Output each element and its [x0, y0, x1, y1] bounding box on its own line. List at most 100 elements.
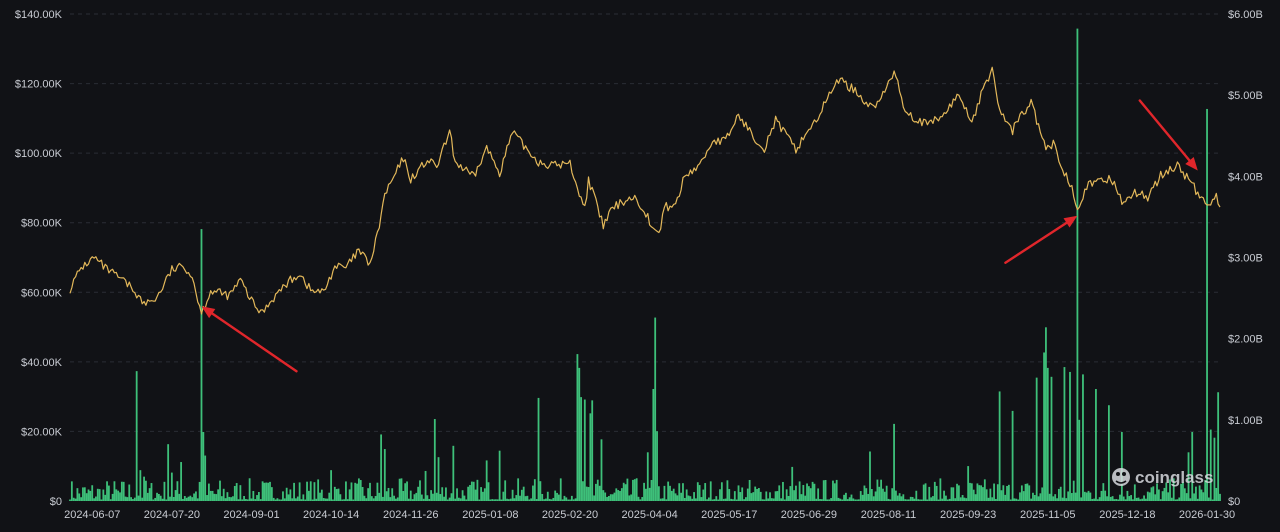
volume-bar — [700, 497, 703, 501]
volume-bar — [622, 482, 625, 501]
volume-bar — [602, 490, 605, 501]
volume-bar — [615, 488, 618, 501]
right-axis-tick-label: $3.00B — [1228, 253, 1263, 265]
volume-bar — [1009, 499, 1012, 501]
volume-bar — [565, 497, 568, 501]
volume-bar — [883, 491, 886, 501]
annotation-arrows — [201, 99, 1198, 373]
volume-bar — [646, 452, 649, 501]
x-axis-tick-labels: 2024-06-07 2024-07-20 2024-09-01 2024-10-14… — [64, 509, 1235, 521]
volume-bar — [424, 470, 427, 501]
volume-bar — [209, 490, 212, 501]
x-axis-tick-label: 2024-06-07 — [64, 509, 120, 521]
volume-bar — [554, 490, 557, 501]
volume-bar — [422, 498, 425, 501]
volume-bar — [1067, 491, 1070, 501]
volume-bar — [237, 499, 240, 501]
volume-bar — [69, 499, 71, 501]
volume-bar — [106, 481, 108, 501]
volume-bar — [91, 485, 94, 501]
volume-bar — [1198, 485, 1201, 501]
volume-bar — [1098, 497, 1101, 501]
volume-bar — [1082, 374, 1084, 501]
volume-bar — [832, 480, 834, 501]
volume-bar — [365, 498, 368, 501]
volume-bar — [435, 492, 438, 501]
volume-bar — [617, 490, 620, 501]
volume-bar — [770, 498, 773, 501]
volume-bar — [482, 491, 484, 501]
volume-bar — [791, 466, 794, 501]
volume-bar — [215, 494, 218, 501]
volume-bar — [952, 487, 955, 501]
x-axis-tick-label: 2024-07-20 — [144, 509, 200, 521]
volume-bar — [635, 478, 638, 501]
volume-bar — [613, 492, 616, 501]
volume-bar — [1148, 492, 1151, 501]
volume-bar — [550, 499, 553, 501]
volume-bar — [393, 495, 395, 501]
volume-bar — [156, 492, 158, 501]
volume-bar — [139, 470, 142, 501]
volume-bar — [906, 499, 908, 501]
volume-bar — [767, 498, 770, 501]
volume-bar — [776, 491, 779, 501]
volume-bar — [1015, 498, 1018, 501]
volume-bar — [846, 499, 849, 501]
volume-bar — [850, 494, 853, 501]
volume-bar — [733, 491, 736, 501]
volume-bar — [263, 482, 266, 501]
volume-bar — [569, 499, 571, 501]
volume-bars — [69, 28, 1221, 502]
volume-bar — [252, 490, 255, 501]
volume-bar — [985, 489, 988, 501]
volume-bar — [778, 485, 781, 501]
right-axis-tick-label: $0 — [1228, 496, 1240, 508]
volume-bar — [1057, 488, 1060, 501]
volume-bar — [474, 489, 477, 501]
volume-bar — [859, 491, 862, 501]
volume-bar — [506, 498, 508, 501]
volume-bar — [220, 496, 223, 501]
volume-bar — [839, 498, 842, 501]
volume-bar — [98, 489, 101, 501]
volume-bar — [230, 497, 233, 501]
volume-bar — [928, 486, 931, 501]
volume-bar — [369, 482, 371, 501]
volume-bar — [352, 499, 355, 501]
volume-bar — [528, 499, 531, 501]
volume-bar — [911, 496, 914, 501]
volume-bar — [241, 499, 244, 501]
volume-bar — [115, 489, 118, 501]
volume-bar — [298, 482, 301, 501]
volume-bar — [113, 481, 116, 501]
volume-bar — [657, 486, 660, 501]
volume-bar — [217, 489, 220, 501]
volume-bar — [1161, 491, 1164, 501]
volume-bar — [178, 493, 181, 501]
volume-bar — [1004, 494, 1007, 501]
volume-bar — [943, 490, 945, 501]
volume-bar — [659, 498, 662, 501]
volume-bar — [470, 481, 473, 501]
volume-bar — [941, 498, 944, 501]
volume-bar — [389, 497, 392, 501]
volume-bar — [296, 496, 299, 501]
volume-bar — [1191, 432, 1194, 501]
volume-bar — [950, 487, 953, 501]
volume-bar — [802, 485, 805, 501]
volume-bar — [1176, 499, 1179, 501]
volume-bar — [1120, 432, 1123, 501]
volume-bar — [965, 498, 968, 501]
volume-bar — [104, 494, 107, 501]
volume-bar — [502, 491, 505, 501]
volume-bar — [1006, 485, 1008, 501]
volume-bar — [559, 478, 562, 501]
volume-bar — [307, 490, 310, 501]
volume-bar — [1117, 499, 1120, 501]
volume-bar — [496, 499, 499, 501]
volume-bar — [183, 496, 186, 501]
volume-bar — [1189, 498, 1192, 501]
volume-bar — [685, 489, 688, 501]
